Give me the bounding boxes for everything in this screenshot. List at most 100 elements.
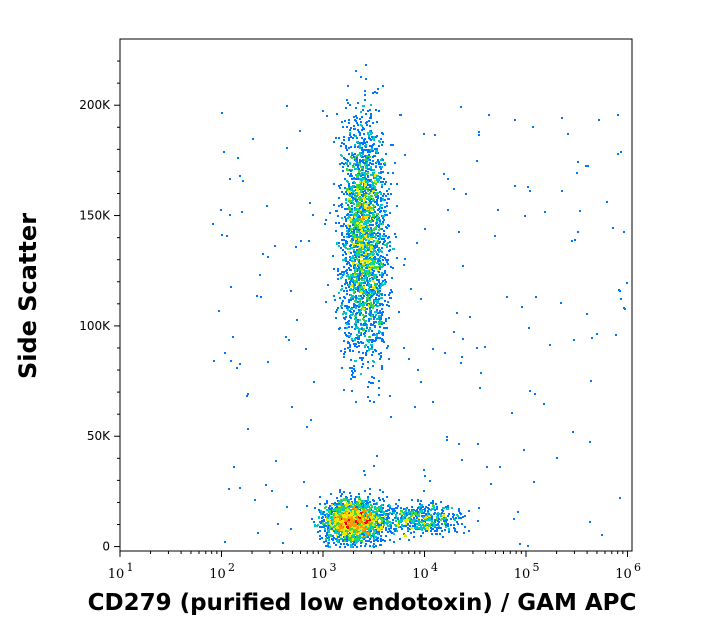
event-dot [382,159,384,161]
event-dot [371,330,373,332]
event-dot [367,149,369,151]
event-dot [367,184,369,186]
event-dot [350,297,352,299]
event-dot [356,231,358,233]
event-dot [361,172,363,174]
event-dot [374,340,376,342]
event-dot [368,330,370,332]
event-dot [361,231,363,233]
event-dot [371,136,373,138]
event-dot [385,522,387,524]
event-dot [355,531,357,533]
event-dot [348,230,350,232]
event-dot [356,305,358,307]
event-dot [371,506,373,508]
event-dot [347,165,349,167]
event-dot [438,518,440,520]
event-dot [361,256,363,258]
event-dot [338,245,340,247]
event-dot [230,360,232,362]
event-dot [397,518,399,520]
event-dot [376,287,378,289]
event-dot [355,297,357,299]
event-dot [395,525,397,527]
event-dot [345,533,347,535]
event-dot [431,516,433,518]
event-dot [352,376,354,378]
event-dot [379,233,381,235]
event-dot [347,309,349,311]
event-dot [391,513,393,515]
event-dot [376,294,378,296]
event-dot [534,393,536,395]
event-dot [356,186,358,188]
event-dot [335,311,337,313]
event-dot [387,193,389,195]
event-dot [353,177,355,179]
event-dot [341,206,343,208]
event-dot [356,546,358,548]
event-dot [381,518,383,520]
event-dot [428,504,430,506]
event-dot [363,242,365,244]
event-dot [354,264,356,266]
event-dot [441,512,443,514]
event-dot [369,280,371,282]
event-dot [374,326,376,328]
event-dot [359,514,361,516]
event-dot [372,360,374,362]
event-dot [359,519,361,521]
event-dot [387,522,389,524]
event-dot [324,503,326,505]
event-dot [363,223,365,225]
event-dot [428,525,430,527]
event-dot [373,318,375,320]
event-dot [405,523,407,525]
event-dot [350,522,352,524]
event-dot [344,518,346,520]
event-dot [369,532,371,534]
event-dot [347,204,349,206]
event-dot [358,261,360,263]
event-dot [354,508,356,510]
event-dot [374,177,376,179]
event-dot [382,85,384,87]
event-dot [385,153,387,155]
event-dot [377,300,379,302]
event-dot [354,345,356,347]
event-dot [356,506,358,508]
event-dot [360,357,362,359]
event-dot [431,518,433,520]
event-dot [343,163,345,165]
event-dot [326,532,328,534]
event-dot [393,541,395,543]
event-dot [213,360,215,362]
event-dot [375,337,377,339]
event-dot [331,511,333,513]
event-dot [381,276,383,278]
event-dot [346,535,348,537]
event-dot [376,531,378,533]
event-dot [362,506,364,508]
event-dot [352,543,354,545]
event-dot [414,523,416,525]
event-dot [389,521,391,523]
event-dot [336,497,338,499]
event-dot [373,538,375,540]
event-dot [339,524,341,526]
event-dot [359,311,361,313]
event-dot [359,178,361,180]
event-dot [355,269,357,271]
event-dot [343,356,345,358]
event-dot [356,117,358,119]
event-dot [361,194,363,196]
event-dot [348,299,350,301]
event-dot [372,272,374,274]
event-dot [364,164,366,166]
event-dot [352,154,354,156]
event-dot [453,188,455,190]
event-dot [335,230,337,232]
event-dot [363,319,365,321]
event-dot [359,314,361,316]
event-dot [373,302,375,304]
